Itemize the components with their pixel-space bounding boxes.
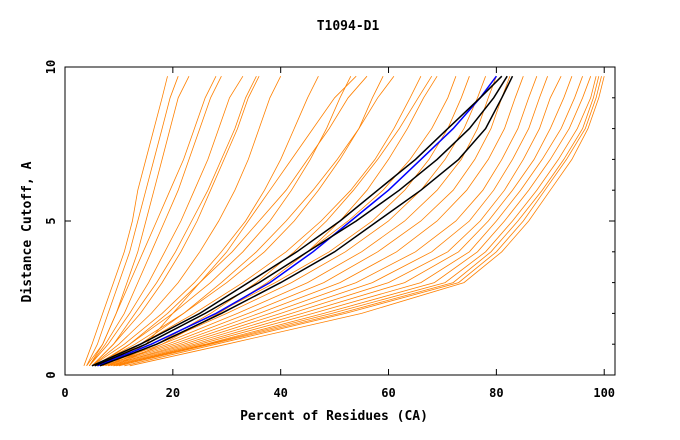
series-line-10	[94, 76, 384, 367]
series-line-21	[110, 76, 573, 367]
series-line-8	[91, 76, 319, 367]
series-line-20	[107, 76, 562, 367]
series-line-26	[124, 76, 602, 367]
series-line-29	[102, 75, 395, 367]
y-axis: 0 5 10	[44, 60, 615, 379]
series-line-11	[97, 76, 422, 367]
x-tick-label: 0	[61, 386, 68, 400]
y-tick-label: 5	[44, 217, 58, 224]
series-line-33	[91, 76, 257, 367]
series-line-4	[88, 76, 222, 367]
x-tick-label: 40	[273, 386, 287, 400]
series-line-37	[91, 75, 503, 367]
series-line-14	[99, 76, 486, 367]
series-line-15	[99, 76, 497, 367]
series-line-16	[102, 76, 511, 367]
series-line-32	[97, 75, 368, 367]
series-line-36	[94, 75, 508, 367]
x-axis: 0 20 40 60 80 100	[61, 67, 615, 400]
series-line-25	[118, 76, 600, 367]
series-line-38	[99, 75, 514, 367]
series-line-23	[113, 76, 592, 367]
x-tick-label: 80	[489, 386, 503, 400]
series-line-35	[97, 75, 497, 367]
series-line-2	[86, 76, 179, 366]
series-line-17	[102, 76, 524, 367]
series-line-1	[83, 76, 168, 366]
series-line-9	[94, 76, 352, 367]
x-tick-label: 60	[381, 386, 395, 400]
x-tick-label: 100	[593, 386, 615, 400]
series-line-19	[107, 76, 548, 367]
chart-title: T1094-D1	[317, 19, 380, 34]
y-axis-label: Distance Cutoff, A	[20, 161, 35, 302]
series-line-18	[105, 76, 538, 367]
y-tick-label: 10	[44, 60, 58, 74]
series-line-7	[91, 76, 282, 367]
series-layer	[83, 75, 605, 367]
series-line-22	[113, 76, 583, 367]
x-tick-label: 20	[166, 386, 180, 400]
series-line-30	[107, 75, 433, 367]
series-line-28	[107, 75, 357, 367]
series-line-24	[116, 76, 597, 367]
series-line-5	[88, 75, 244, 367]
y-tick-label: 0	[44, 371, 58, 378]
series-line-13	[97, 76, 470, 367]
x-axis-label: Percent of Residues (CA)	[240, 409, 428, 424]
series-line-34	[88, 76, 217, 367]
series-line-6	[91, 76, 260, 367]
series-line-27	[129, 76, 605, 367]
